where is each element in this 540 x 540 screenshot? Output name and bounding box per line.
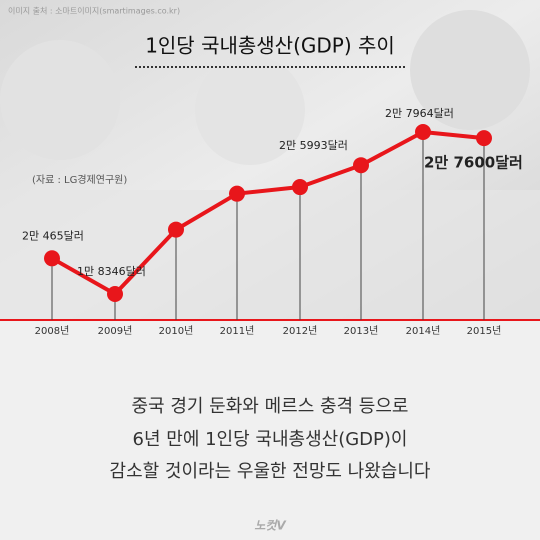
caption-background — [0, 320, 540, 540]
image-credit: 이미지 출처 : 소마트이미지(smartimages.co.kr) — [8, 6, 180, 16]
point — [476, 130, 492, 147]
line — [51, 130, 485, 296]
point — [229, 185, 245, 202]
caption-line: 6년 만에 1인당 국내총생산(GDP)이 — [133, 429, 408, 450]
x-tick-label: 2011년 — [220, 325, 255, 337]
x-tick-label: 2009년 — [98, 325, 133, 337]
coin — [195, 55, 305, 165]
x-tick-label: 2013년 — [344, 325, 379, 337]
point — [44, 250, 60, 267]
coin — [0, 40, 120, 160]
x-tick-label: 2015년 — [467, 325, 502, 337]
data-label: 1만 8346달러 — [77, 265, 146, 278]
point — [107, 286, 123, 302]
banknote — [0, 190, 540, 320]
data-label: 2만 7600달러 — [424, 154, 523, 172]
caption-line: 감소할 것이라는 우울한 전망도 나왔습니다 — [110, 461, 431, 482]
point — [168, 221, 184, 238]
x-tick-label: 2010년 — [159, 325, 194, 337]
x-tick-label: 2014년 — [406, 325, 441, 337]
point — [353, 157, 369, 174]
point — [415, 124, 431, 140]
coin — [410, 10, 530, 130]
caption-line: 중국 경기 둔화와 메르스 충격 등으로 — [131, 396, 408, 417]
data-label: 2만 7964달러 — [385, 107, 454, 120]
point — [292, 179, 308, 196]
data-label: 2만 5993달러 — [279, 139, 348, 152]
source: (자료 : LG경제연구원) — [32, 173, 127, 186]
x-tick-label: 2008년 — [35, 325, 70, 337]
logo: 노컷V — [254, 519, 287, 533]
data-label: 2만 465달러 — [22, 229, 84, 242]
x-tick-label: 2012년 — [283, 325, 318, 337]
chart-title: 1인당 국내총생산(GDP) 추이 — [145, 34, 395, 58]
